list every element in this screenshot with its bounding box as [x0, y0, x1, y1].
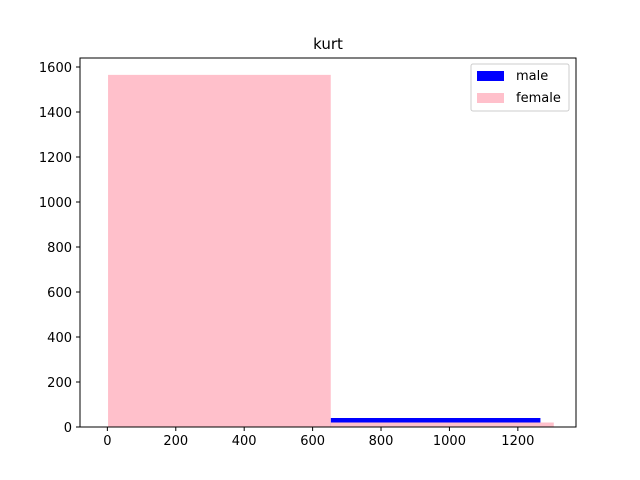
y-tick-label: 600 — [47, 286, 72, 301]
bar-female-1 — [330, 422, 554, 427]
x-tick-label: 400 — [232, 434, 257, 449]
x-tick-label: 200 — [163, 434, 188, 449]
legend: male female — [470, 63, 570, 112]
x-axis: 0 200 400 600 800 1000 1200 — [103, 427, 534, 449]
legend-swatch-male — [477, 71, 504, 81]
y-tick-label: 0 — [64, 421, 72, 436]
x-tick-label: 1000 — [433, 434, 466, 449]
y-tick-label: 400 — [47, 331, 72, 346]
y-axis: 0 200 400 600 800 1000 1200 1400 1600 — [39, 61, 80, 436]
y-tick-label: 1000 — [39, 196, 72, 211]
x-tick-label: 0 — [103, 434, 111, 449]
legend-swatch-female — [477, 93, 504, 103]
y-tick-label: 1400 — [39, 106, 72, 121]
plot-frame — [79, 57, 577, 428]
legend-label-female: female — [516, 91, 561, 106]
x-tick-label: 600 — [300, 434, 325, 449]
y-tick-label: 1600 — [39, 61, 72, 76]
y-tick-label: 800 — [47, 241, 72, 256]
y-tick-label: 1200 — [39, 151, 72, 166]
bar-female-0 — [108, 74, 331, 427]
bars-layer — [108, 74, 554, 427]
x-tick-label: 1200 — [501, 434, 534, 449]
x-tick-label: 800 — [369, 434, 394, 449]
chart-title: kurt — [313, 35, 343, 53]
y-tick-label: 200 — [47, 376, 72, 391]
legend-label-male: male — [516, 69, 548, 84]
